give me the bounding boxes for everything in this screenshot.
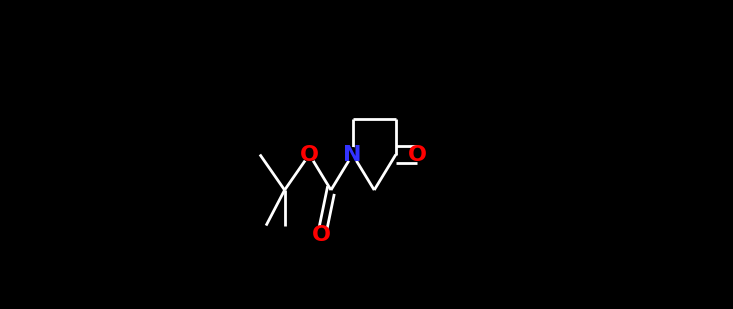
Circle shape (315, 228, 328, 242)
Text: O: O (312, 225, 331, 245)
Text: O: O (300, 145, 319, 164)
Text: O: O (408, 145, 427, 164)
Text: N: N (343, 145, 362, 164)
Circle shape (410, 148, 424, 161)
Circle shape (303, 148, 316, 161)
Circle shape (346, 148, 359, 161)
